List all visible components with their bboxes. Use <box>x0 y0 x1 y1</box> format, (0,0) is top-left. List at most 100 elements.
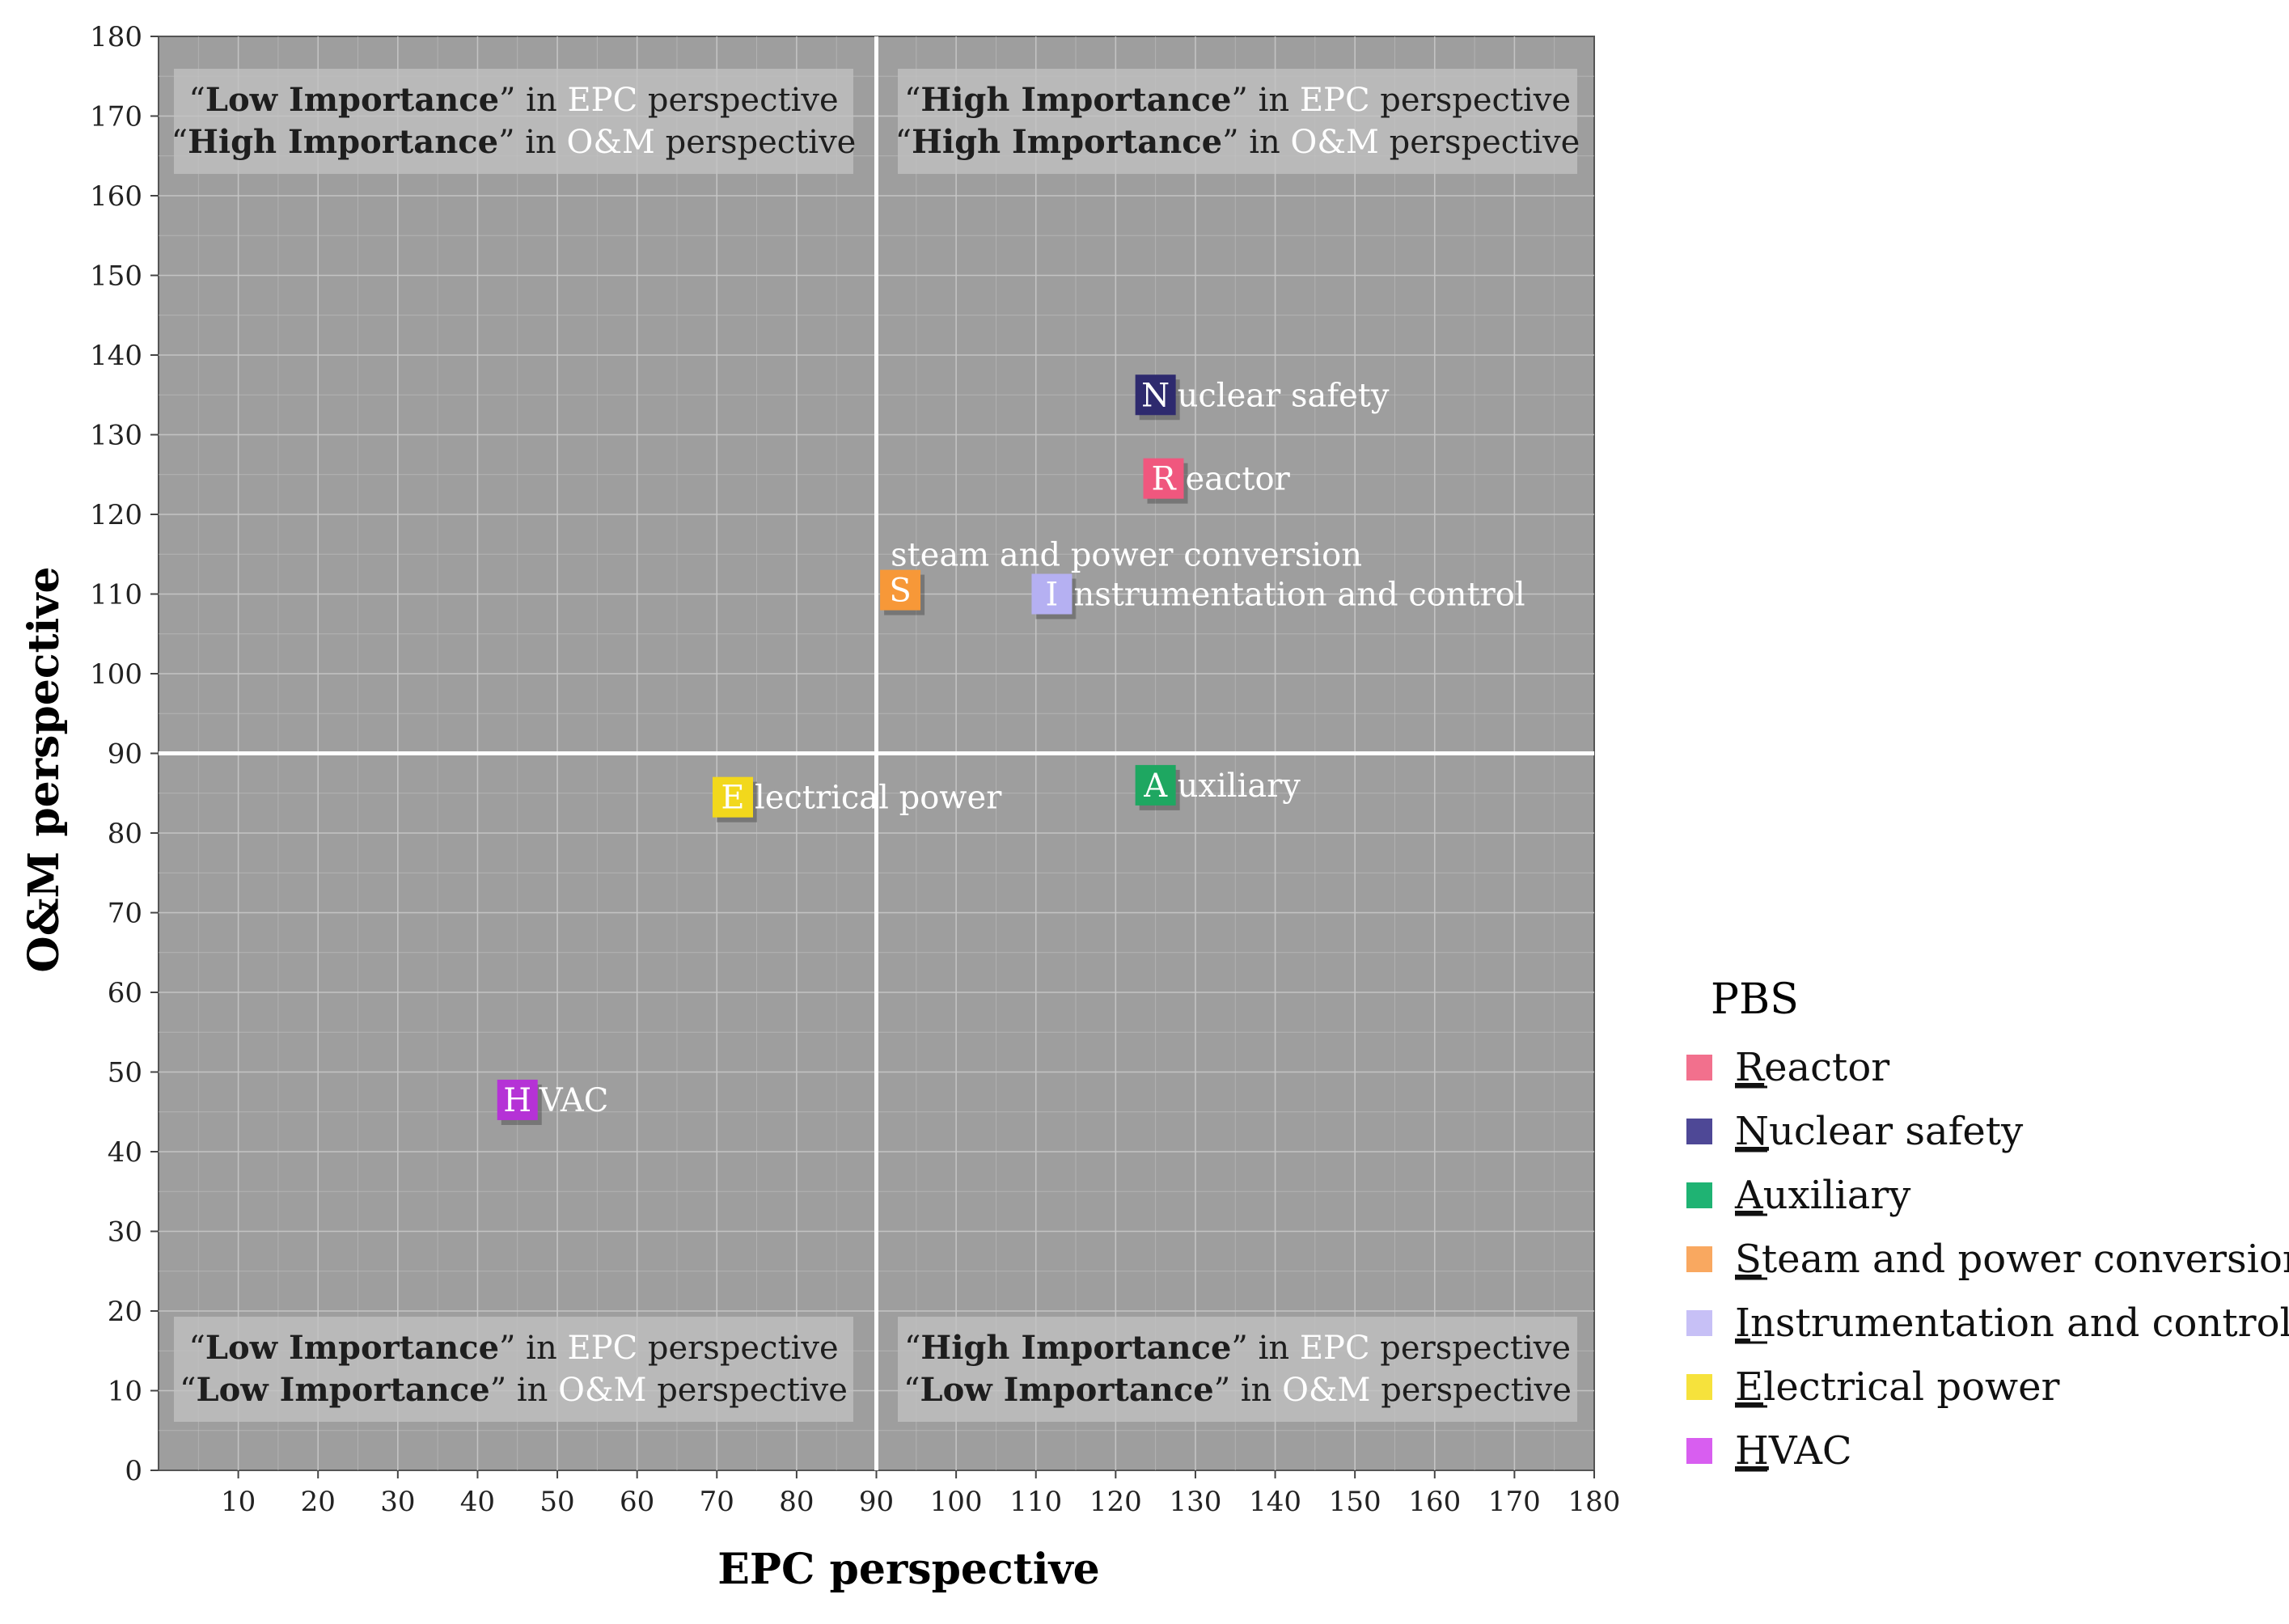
quadrant-label-line: “Low Importance” in O&M perspective <box>180 1371 848 1409</box>
x-tick-label: 50 <box>539 1486 574 1518</box>
legend-item-n: Nuclear safety <box>1686 1109 2023 1154</box>
quadrant-text: perspective <box>1370 82 1571 119</box>
x-tick-label: 180 <box>1568 1486 1621 1518</box>
point-letter: E <box>721 780 744 817</box>
data-point-hvac: H VAC <box>497 1079 609 1125</box>
y-tick-label: 40 <box>108 1136 142 1169</box>
quadrant-text: ” in <box>1231 1330 1299 1367</box>
y-tick-label: 0 <box>125 1455 142 1487</box>
y-tick-label: 20 <box>108 1296 142 1328</box>
legend-label-rest: lectrical power <box>1763 1364 2059 1410</box>
y-tick-label: 150 <box>90 260 142 293</box>
legend-key-letter: I <box>1735 1300 1750 1346</box>
point-marker <box>713 776 753 818</box>
quadrant-text: perspective <box>1370 1330 1571 1367</box>
quadrant-label-box <box>898 1317 1577 1422</box>
x-tick-label: 90 <box>859 1486 894 1518</box>
legend-swatch <box>1686 1055 1712 1081</box>
y-tick-label: 10 <box>108 1376 142 1408</box>
point-label: eactor <box>1186 461 1291 498</box>
quadrant-text: “ <box>895 124 912 161</box>
legend-item-e: Electrical power <box>1686 1364 2060 1410</box>
legend-key-letter: H <box>1735 1428 1769 1474</box>
quadrant-label-line: “High Importance” in EPC perspective <box>904 1329 1571 1367</box>
legend-item-h: HVAC <box>1686 1428 1852 1474</box>
legend-swatch <box>1686 1246 1712 1272</box>
x-tick-label: 100 <box>930 1486 983 1518</box>
quadrant-text: ” in <box>499 1330 567 1367</box>
legend-label-rest: VAC <box>1768 1428 1852 1474</box>
quadrant-label-line: “High Importance” in EPC perspective <box>904 81 1571 119</box>
legend-label: HVAC <box>1735 1428 1852 1474</box>
legend-label: Electrical power <box>1735 1364 2060 1410</box>
x-tick-label: 80 <box>779 1486 814 1518</box>
point-marker <box>1135 374 1176 416</box>
point-label: VAC <box>539 1082 609 1119</box>
x-tick-label: 10 <box>221 1486 256 1518</box>
y-axis-title: O&M perspective <box>19 566 69 972</box>
y-tick-label: 130 <box>90 420 142 452</box>
point-label: nstrumentation and control <box>1073 577 1525 614</box>
legend-key-letter: S <box>1735 1237 1762 1282</box>
point-marker <box>880 569 921 611</box>
quadrant-label-line: “High Importance” in O&M perspective <box>895 123 1580 161</box>
legend-label-rest: eactor <box>1764 1045 1889 1090</box>
legend-item-s: Steam and power conversion <box>1686 1237 2289 1282</box>
quadrant-importance: Low Importance <box>196 1371 489 1409</box>
quadrant-label-line: “Low Importance” in EPC perspective <box>188 81 838 119</box>
point-letter: N <box>1141 377 1170 414</box>
point-label-above: steam and power conversion <box>891 537 1362 574</box>
x-tick-label: 130 <box>1169 1486 1221 1518</box>
quadrant-text: “ <box>188 82 205 119</box>
quadrant-labels: “Low Importance” in EPC perspective“High… <box>171 69 1580 1422</box>
point-marker <box>497 1079 538 1120</box>
quadrant-importance: High Importance <box>912 123 1222 161</box>
y-tick-label: 170 <box>90 101 142 133</box>
x-tick-label: 150 <box>1329 1486 1381 1518</box>
y-tick-label: 100 <box>90 658 142 691</box>
legend-key-letter: E <box>1735 1364 1763 1410</box>
legend-label-rest: nstrumentation and control <box>1750 1300 2289 1346</box>
quadrant-highlight: EPC <box>1300 82 1370 119</box>
quadrant-label-line: “Low Importance” in O&M perspective <box>903 1371 1572 1409</box>
quadrant-highlight: O&M <box>567 124 655 161</box>
x-axis-ticks: 10 20 30 40 50 60 70 80 90 100 110 120 130 140 150 160 1… <box>221 1470 1620 1518</box>
x-tick-label: 30 <box>380 1486 415 1518</box>
quadrant-text: perspective <box>637 1330 838 1367</box>
legend-label: Reactor <box>1735 1045 1889 1090</box>
quadrant-importance: High Importance <box>188 123 498 161</box>
y-tick-label: 70 <box>108 898 142 930</box>
quadrant-label-box <box>174 1317 853 1422</box>
quadrant-text: “ <box>904 1330 920 1367</box>
y-tick-label: 160 <box>90 180 142 213</box>
quadrant-text: “ <box>188 1330 205 1367</box>
x-tick-label: 20 <box>301 1486 336 1518</box>
y-tick-label: 50 <box>108 1057 142 1089</box>
x-tick-label: 60 <box>620 1486 654 1518</box>
quadrant-label-bottom-left: “Low Importance” in EPC perspective“Low … <box>174 1317 853 1422</box>
legend-title: PBS <box>1711 975 1799 1024</box>
quadrant-importance: Low Importance <box>205 81 499 119</box>
legend-label: Auxiliary <box>1734 1173 1910 1218</box>
x-tick-label: 40 <box>460 1486 495 1518</box>
quadrant-importance: High Importance <box>920 81 1231 119</box>
x-tick-label: 160 <box>1408 1486 1461 1518</box>
quadrant-text: ” in <box>490 1372 558 1409</box>
legend-swatch <box>1686 1310 1712 1336</box>
legend-label: Nuclear safety <box>1735 1109 2023 1154</box>
quadrant-text: perspective <box>1370 1372 1571 1409</box>
quadrant-text: ” in <box>499 82 567 119</box>
point-letter: S <box>889 573 911 610</box>
quadrant-importance: Low Importance <box>205 1329 499 1367</box>
legend-swatch <box>1686 1438 1712 1464</box>
x-tick-label: 120 <box>1089 1486 1142 1518</box>
legend-label: Steam and power conversion <box>1735 1237 2289 1282</box>
quadrant-text: “ <box>903 1372 920 1409</box>
threshold-lines <box>159 36 1594 1470</box>
quadrant-text: perspective <box>637 82 838 119</box>
point-label: uxiliary <box>1178 768 1301 805</box>
